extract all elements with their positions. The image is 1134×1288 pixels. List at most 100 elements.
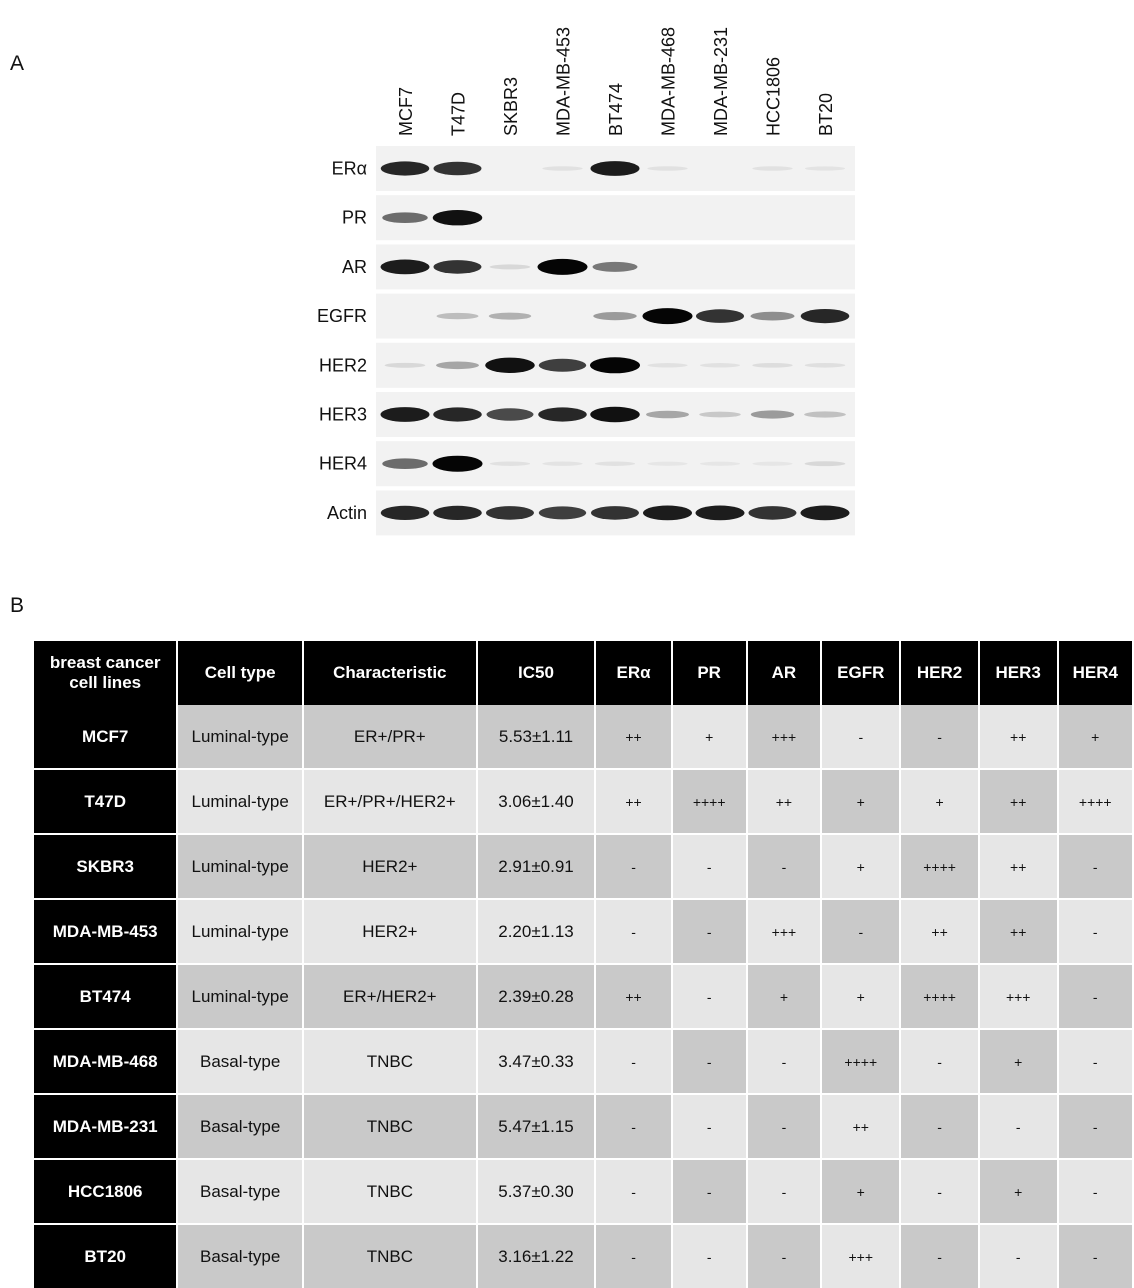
table-cell: + bbox=[979, 1158, 1057, 1223]
band bbox=[382, 458, 428, 470]
column-header: HER4 bbox=[1058, 641, 1132, 705]
band bbox=[542, 166, 583, 171]
table-cell: - bbox=[901, 705, 978, 768]
table-cell: - bbox=[822, 898, 900, 963]
table-cell: - bbox=[596, 898, 671, 963]
cell-line-name: MDA-MB-468 bbox=[34, 1028, 177, 1093]
band bbox=[433, 407, 482, 422]
table-cell: - bbox=[672, 1093, 746, 1158]
table-cell: - bbox=[901, 1028, 978, 1093]
table-cell: Basal-type bbox=[178, 1093, 302, 1158]
band bbox=[752, 461, 793, 466]
table-cell: +++ bbox=[822, 1223, 900, 1288]
band bbox=[591, 506, 639, 520]
table-cell: - bbox=[672, 1028, 746, 1093]
lane-label-bt474: BT474 bbox=[606, 83, 626, 136]
table-cell: TNBC bbox=[303, 1093, 476, 1158]
table-cell: 3.47±0.33 bbox=[477, 1028, 595, 1093]
column-header: Cell type bbox=[178, 641, 302, 705]
table-cell: 5.47±1.15 bbox=[477, 1093, 595, 1158]
table-cell: +++ bbox=[979, 963, 1057, 1028]
table-cell: + bbox=[1058, 705, 1132, 768]
band bbox=[380, 259, 430, 275]
table-cell: ++++ bbox=[901, 833, 978, 898]
table-row: MDA-MB-231 Basal-type TNBC 5.47±1.15- - - ++ - -… bbox=[34, 1093, 1132, 1158]
blot-membrane bbox=[376, 293, 855, 339]
band bbox=[643, 505, 692, 521]
band bbox=[696, 309, 744, 323]
panel-b-label: B bbox=[10, 594, 25, 617]
lane-label-mda-mb-231: MDA-MB-231 bbox=[711, 27, 731, 136]
table-cell: - bbox=[672, 1223, 746, 1288]
table-cell: Luminal-type bbox=[178, 768, 302, 833]
band bbox=[538, 358, 587, 372]
table-cell: TNBC bbox=[303, 1028, 476, 1093]
band bbox=[750, 311, 795, 321]
band bbox=[592, 261, 638, 272]
table-cell: HER2+ bbox=[303, 898, 476, 963]
table-row: T47D Luminal-type ER+/PR+/HER2+ 3.06±1.40 ++… bbox=[34, 768, 1132, 833]
band bbox=[542, 461, 583, 466]
table-cell: TNBC bbox=[303, 1158, 476, 1223]
table-row: MCF7 Luminal-type ER+/PR+ 5.53±1.11 ++ + +++ - -… bbox=[34, 705, 1132, 768]
band bbox=[647, 461, 688, 466]
column-header: AR bbox=[747, 641, 821, 705]
table-row: BT20 Basal-type TNBC 3.16±1.22- - - +++ - - - bbox=[34, 1223, 1132, 1288]
band bbox=[748, 506, 797, 520]
table-cell: Luminal-type bbox=[178, 705, 302, 768]
table-cell: ++++ bbox=[822, 1028, 900, 1093]
table-cell: ++++ bbox=[901, 963, 978, 1028]
column-header: ERα bbox=[596, 641, 671, 705]
table-row: BT474 Luminal-type ER+/HER2+ 2.39±0.28 ++ - + +… bbox=[34, 963, 1132, 1028]
table-cell: - bbox=[901, 1158, 978, 1223]
band bbox=[642, 308, 693, 325]
table-body: MCF7 Luminal-type ER+/PR+ 5.53±1.11 ++ + +++ - -… bbox=[34, 705, 1132, 1288]
table-cell: - bbox=[672, 833, 746, 898]
table-cell: Luminal-type bbox=[178, 898, 302, 963]
table-cell: + bbox=[979, 1028, 1057, 1093]
blot-row-1: PR bbox=[342, 195, 855, 241]
table-cell: - bbox=[747, 833, 821, 898]
table-cell: + bbox=[822, 963, 900, 1028]
cell-line-name: MDA-MB-231 bbox=[34, 1093, 177, 1158]
blot-label: PR bbox=[342, 208, 367, 228]
lane-label-t47d: T47D bbox=[449, 92, 469, 136]
table-cell: ER+/PR+ bbox=[303, 705, 476, 768]
blot-label: AR bbox=[342, 257, 367, 277]
table-cell: 2.39±0.28 bbox=[477, 963, 595, 1028]
table-cell: Basal-type bbox=[178, 1028, 302, 1093]
band bbox=[436, 312, 479, 320]
table-cell: ++++ bbox=[672, 768, 746, 833]
band bbox=[488, 312, 532, 320]
table-cell: + bbox=[747, 963, 821, 1028]
cell-line-name: SKBR3 bbox=[34, 833, 177, 898]
table-cell: ++ bbox=[979, 898, 1057, 963]
band bbox=[380, 161, 430, 176]
cell-line-name: HCC1806 bbox=[34, 1158, 177, 1223]
blot-row-0: ERα bbox=[332, 146, 855, 191]
table-cell: ER+/HER2+ bbox=[303, 963, 476, 1028]
table-row: MDA-MB-453 Luminal-type HER2+ 2.20±1.13- - ++… bbox=[34, 898, 1132, 963]
table-cell: - bbox=[596, 1158, 671, 1223]
band bbox=[699, 461, 741, 466]
blot-label: HER3 bbox=[319, 405, 367, 425]
table-cell: - bbox=[747, 1028, 821, 1093]
table-cell: HER2+ bbox=[303, 833, 476, 898]
column-header: IC50 bbox=[477, 641, 595, 705]
band bbox=[537, 258, 588, 275]
band bbox=[485, 357, 535, 373]
table-cell: Luminal-type bbox=[178, 833, 302, 898]
band bbox=[590, 161, 640, 176]
table-cell: - bbox=[822, 705, 900, 768]
table-cell: - bbox=[901, 1223, 978, 1288]
table-cell: - bbox=[1058, 833, 1132, 898]
lane-label-mcf7: MCF7 bbox=[396, 87, 416, 136]
band bbox=[433, 260, 482, 274]
table-cell: - bbox=[901, 1093, 978, 1158]
blot-row-6: HER4 bbox=[319, 441, 855, 487]
table-cell: ++++ bbox=[1058, 768, 1132, 833]
table-cell: + bbox=[822, 833, 900, 898]
table-cell: - bbox=[1058, 898, 1132, 963]
table-cell: ++ bbox=[979, 768, 1057, 833]
band bbox=[699, 411, 741, 418]
